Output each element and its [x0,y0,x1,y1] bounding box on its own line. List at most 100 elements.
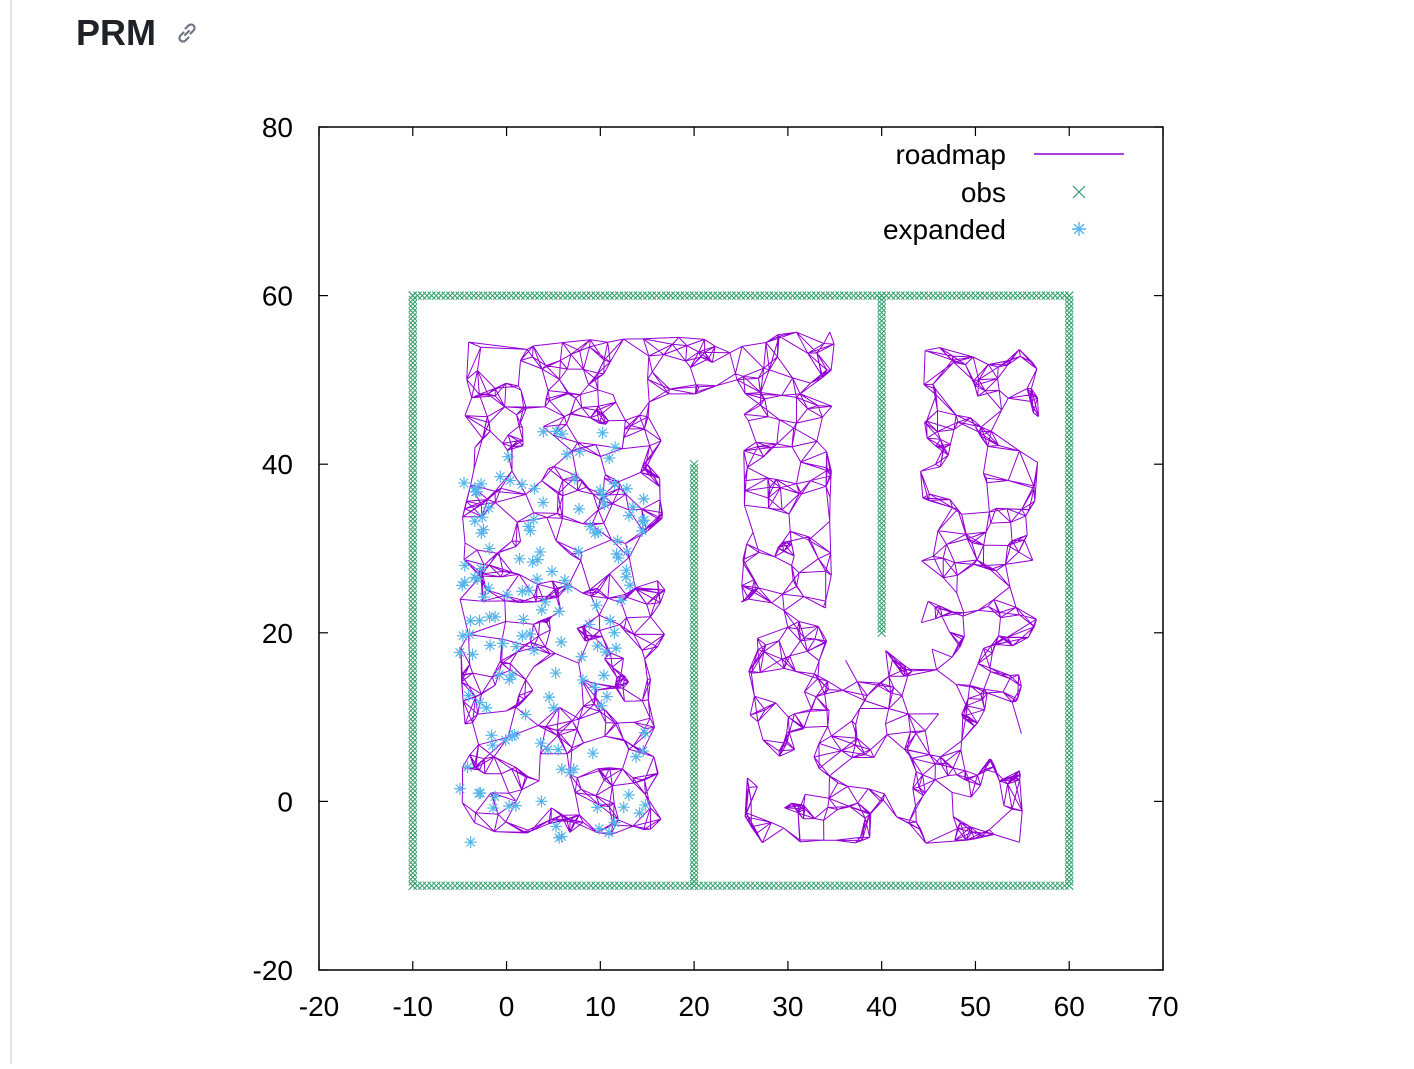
obstacle-point [806,881,816,891]
obstacle-point [1064,725,1074,735]
obstacle-point [849,881,858,891]
obstacle-point [1003,291,1013,300]
obstacle-point [877,295,887,305]
obstacle-point [408,801,418,810]
obstacle-point [408,872,418,882]
expanded-point [620,564,633,577]
obstacle-point [408,712,418,722]
obstacle-point [638,881,647,891]
obstacle-point [478,291,488,300]
obstacle-point [427,881,436,891]
expanded-point [543,691,556,704]
obstacle-point [1017,881,1027,891]
obstacle-point [1064,856,1074,865]
obstacle-point [408,738,418,747]
expanded-point [542,743,555,756]
obstacle-point [544,881,554,891]
obstacle-point [910,291,919,300]
obstacle-point [488,881,497,891]
obstacle-point [689,742,699,751]
obstacle-point [408,775,418,785]
obstacle-point [774,291,783,300]
obstacle-point [689,476,699,486]
obstacle-point [689,792,699,802]
obstacle-point [910,881,919,891]
obstacle-point [1064,834,1074,844]
obstacle-point [975,291,985,300]
obstacle-point [1064,514,1074,524]
obstacle-point [1064,552,1074,562]
obstacle-point [408,329,418,338]
expanded-layer [453,425,652,849]
obstacle-point [633,291,643,300]
obstacle-point [877,400,887,410]
obstacle-point [1064,620,1074,629]
obstacle-point [717,291,727,300]
obstacle-point [1064,603,1074,612]
expanded-point [468,482,481,495]
obstacle-point [408,729,418,739]
obstacle-point [689,818,699,827]
obstacle-point [689,674,699,684]
obstacle-point [591,291,600,300]
obstacle-point [736,881,746,891]
obstacle-point [408,603,418,612]
obstacle-point [408,708,418,718]
obstacle-point [689,704,699,714]
obstacle-point [408,582,418,591]
obstacle-point [652,291,661,300]
obstacle-point [1064,362,1074,372]
obstacle-point [853,291,863,300]
obstacle-point [666,881,676,891]
section-heading: PRM [76,10,202,56]
obstacle-point [877,371,887,381]
obstacle-point [1064,792,1074,802]
obstacle-point [408,308,418,317]
obstacle-point [689,872,699,882]
obstacle-point [520,291,530,300]
obstacle-point [1017,291,1027,300]
expanded-point [637,492,650,505]
obstacle-point [474,291,483,300]
obstacle-point [877,438,887,448]
obstacle-point [1064,497,1074,507]
obstacle-point [1064,367,1074,376]
obstacle-point [844,291,854,300]
link-icon[interactable] [172,18,202,48]
obstacle-point [408,733,418,743]
obstacle-point [1064,573,1074,583]
obstacle-point [1064,383,1074,393]
expanded-point [464,836,477,849]
obstacle-point [1041,291,1051,300]
obstacle-point [408,577,418,587]
obstacle-point [877,392,887,402]
expanded-point [458,559,471,572]
legend-expanded-swatch [1072,222,1086,236]
obstacle-point [1064,312,1074,322]
obstacle-point [731,881,741,891]
obstacle-point [708,291,718,300]
obstacle-point [975,881,985,891]
obstacle-point [877,354,887,364]
expanded-point [586,747,599,760]
obstacle-point [736,291,746,300]
obstacle-point [788,881,797,891]
obstacle-point [1064,518,1074,528]
obstacle-point [703,291,713,300]
expanded-point [464,614,477,627]
obstacle-point [877,489,887,499]
obstacle-point [666,291,676,300]
expanded-point [527,513,540,526]
obstacle-point [1064,797,1074,806]
page-title: PRM [76,12,156,53]
obstacle-point [689,539,699,549]
obstacle-point [863,291,872,300]
obstacle-point [689,763,699,773]
obstacle-point [408,350,418,359]
expanded-point [474,562,487,575]
obstacle-point [1064,405,1074,414]
x-tick-label: 10 [585,991,616,1022]
obstacle-point [1064,801,1074,810]
obstacle-point [764,291,774,300]
